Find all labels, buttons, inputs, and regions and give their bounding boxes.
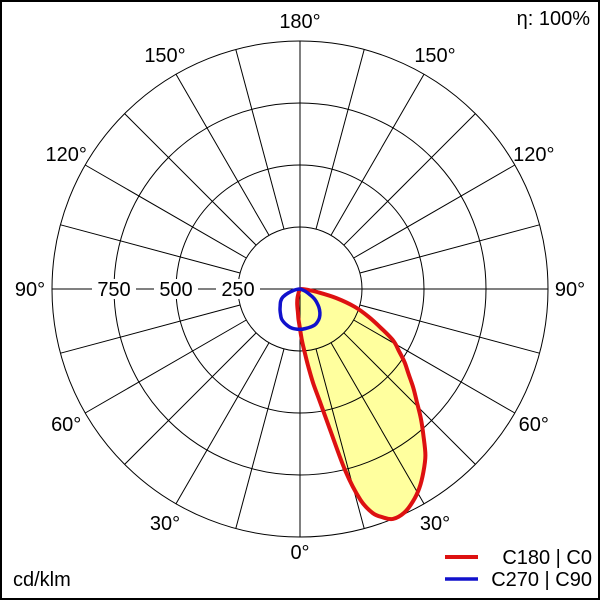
grid-spoke	[60, 304, 241, 354]
angle-label-30-left: 30°	[150, 513, 180, 535]
angle-label-30-right: 30°	[420, 513, 450, 535]
grid-spoke	[84, 164, 247, 259]
grid-spoke	[359, 224, 540, 274]
grid-spoke	[315, 49, 365, 230]
angle-label-180-top: 180°	[279, 11, 320, 33]
radial-tick-label: 750	[97, 279, 130, 301]
grid-spoke	[175, 342, 270, 505]
radial-tick-labels: 750 500 250	[92, 279, 260, 301]
angle-label-90-right: 90°	[555, 279, 585, 301]
grid-spoke	[175, 73, 270, 236]
efficiency-label: η: 100%	[517, 8, 591, 30]
grid-spoke	[330, 342, 425, 505]
grid-spoke	[84, 319, 247, 414]
grid-spoke	[60, 224, 241, 274]
grid-spoke	[235, 49, 285, 230]
angle-label-150-left: 150°	[144, 45, 185, 67]
radial-tick-label: 500	[159, 279, 192, 301]
angle-label-60-left: 60°	[51, 414, 81, 436]
beam-fill-layer	[297, 289, 426, 520]
radial-tick-label: 250	[221, 279, 254, 301]
legend-label-1: C270 | C90	[491, 569, 592, 591]
angle-label-90-left: 90°	[15, 279, 45, 301]
legend-label-0: C180 | C0	[502, 547, 592, 569]
angle-label-120-right: 120°	[513, 144, 554, 166]
polar-grid	[51, 40, 549, 538]
angle-label-120-left: 120°	[46, 144, 87, 166]
grid-spoke	[353, 164, 516, 259]
c90-c270-curve	[278, 287, 322, 332]
grid-spoke	[235, 348, 285, 529]
grid-spoke	[343, 332, 476, 465]
grid-spoke	[353, 319, 516, 414]
grid-spoke	[124, 113, 257, 246]
grid-spoke	[315, 348, 365, 529]
intensity-curves	[278, 287, 428, 522]
angle-label-60-right: 60°	[519, 414, 549, 436]
beam-fill	[297, 289, 426, 520]
grid-spoke	[124, 332, 257, 465]
angle-label-0-bottom: 0°	[290, 542, 309, 564]
units-label: cd/klm	[13, 569, 71, 591]
radial-tick-bg	[92, 279, 136, 299]
angle-labels: 180° 150° 150° 120° 120° 90° 90° 60° 60° 30° 30° 0°	[15, 11, 585, 564]
grid-spoke	[359, 304, 540, 354]
c0-c180-curve	[295, 287, 428, 522]
grid-spoke	[343, 113, 476, 246]
angle-label-150-right: 150°	[414, 45, 455, 67]
grid-spoke	[330, 73, 425, 236]
radial-tick-bg	[216, 279, 260, 299]
radial-tick-bg	[154, 279, 198, 299]
